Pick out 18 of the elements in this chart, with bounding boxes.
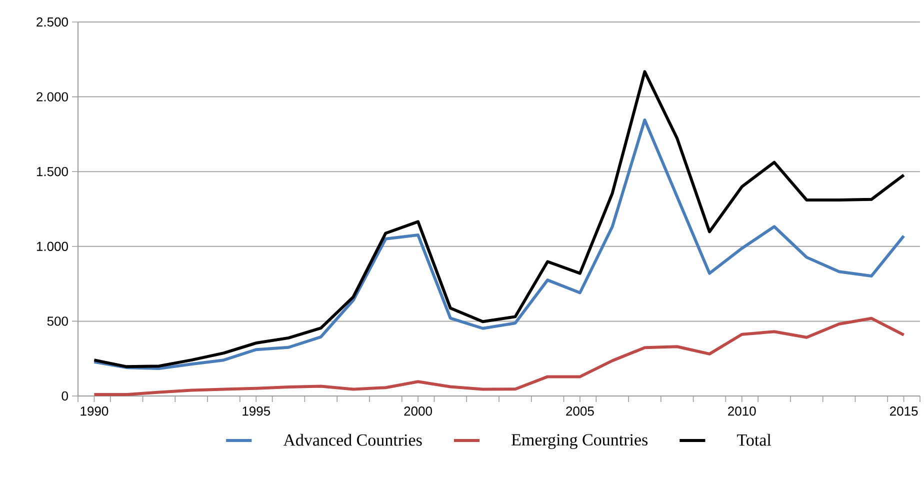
x-tick-label: 2005 — [566, 406, 594, 416]
line-series — [92, 316, 906, 396]
y-tick-label: 500 — [47, 316, 68, 326]
legend-label: Emerging Countries — [512, 434, 648, 450]
y-tick-label: 2.500 — [36, 17, 68, 27]
line-series — [92, 70, 906, 368]
x-tick-label: 2000 — [404, 406, 432, 416]
x-tick-label: 2015 — [890, 406, 918, 416]
line-series — [92, 118, 906, 370]
x-tick-label: 1990 — [80, 406, 108, 416]
legend-label: Total — [737, 434, 772, 446]
y-tick-label: 1.500 — [36, 166, 68, 176]
legend-label: Advanced Countries — [283, 434, 422, 446]
y-tick-label: 2.000 — [36, 92, 68, 102]
x-tick-label: 2010 — [728, 406, 756, 416]
y-tick-label: 1.000 — [36, 242, 68, 251]
x-tick-label: 1995 — [242, 406, 270, 416]
y-tick-label: 0 — [62, 391, 68, 401]
